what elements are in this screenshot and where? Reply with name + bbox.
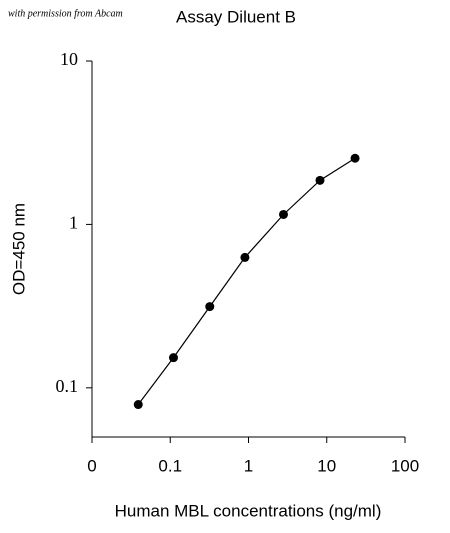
x-tick-label: 100	[391, 456, 419, 475]
y-tick-label: 0.1	[56, 376, 79, 396]
marker	[205, 302, 215, 312]
x-axis-label: Human MBL concentrations (ng/ml)	[115, 501, 382, 520]
watermark: with permission from Abcam	[8, 8, 123, 19]
x-tick-label: 1	[244, 456, 253, 475]
line	[137, 157, 356, 405]
chart-title: Assay Diluent B	[176, 7, 296, 26]
marker	[350, 153, 360, 163]
y-tick-label: 10	[60, 49, 78, 69]
marker	[133, 400, 143, 410]
marker	[315, 175, 325, 185]
x-tick-label: 0.1	[158, 456, 182, 475]
y-tick-label: 1	[69, 213, 78, 233]
y-axis-label: OD=450 nm	[9, 203, 28, 295]
x-tick-label: 10	[317, 456, 336, 475]
marker	[278, 209, 288, 219]
marker	[168, 353, 178, 363]
x-tick-label: 0	[87, 456, 96, 475]
marker	[240, 252, 250, 262]
